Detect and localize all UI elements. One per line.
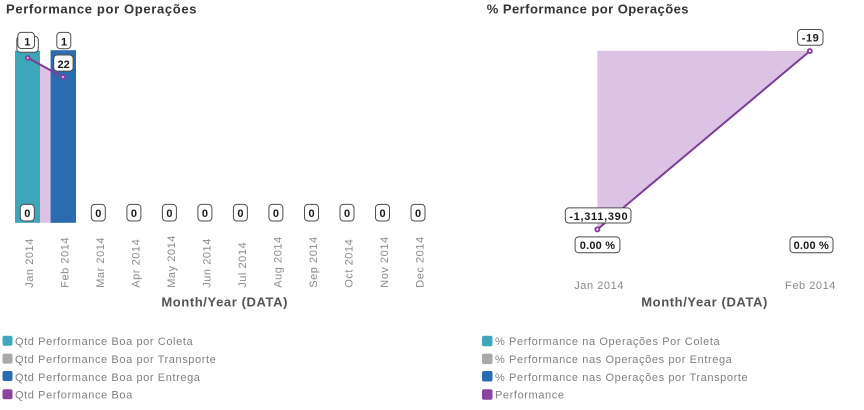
svg-text:% Performance na Operações Por: % Performance na Operações Por Coleta xyxy=(495,336,720,348)
svg-text:Jan 2014: Jan 2014 xyxy=(24,238,36,288)
svg-text:0: 0 xyxy=(344,208,350,220)
svg-text:% Performance por Operações: % Performance por Operações xyxy=(487,1,689,16)
svg-text:0: 0 xyxy=(24,208,30,220)
svg-text:Oct 2014: Oct 2014 xyxy=(344,239,356,288)
svg-text:1: 1 xyxy=(61,37,67,49)
svg-text:0: 0 xyxy=(166,208,172,220)
svg-text:Qtd Performance Boa por Entreg: Qtd Performance Boa por Entrega xyxy=(15,372,201,384)
svg-text:0: 0 xyxy=(202,208,208,220)
svg-text:% Performance nas Operações po: % Performance nas Operações por Entrega xyxy=(495,354,733,366)
svg-text:0: 0 xyxy=(237,208,243,220)
svg-text:22: 22 xyxy=(57,59,69,71)
svg-text:-19: -19 xyxy=(802,33,819,45)
svg-text:Dec 2014: Dec 2014 xyxy=(415,236,427,288)
svg-text:% Performance nas Operações po: % Performance nas Operações por Transpor… xyxy=(495,372,748,384)
svg-text:0: 0 xyxy=(415,208,421,220)
svg-text:Performance por Operações: Performance por Operações xyxy=(6,1,197,16)
svg-text:Performance: Performance xyxy=(495,390,565,402)
svg-text:0.00 %: 0.00 % xyxy=(794,240,829,252)
svg-text:0: 0 xyxy=(95,208,101,220)
svg-text:0: 0 xyxy=(308,208,314,220)
svg-text:Qtd Performance Boa por Coleta: Qtd Performance Boa por Coleta xyxy=(15,336,193,348)
svg-text:Jul 2014: Jul 2014 xyxy=(237,242,249,288)
svg-text:0: 0 xyxy=(379,208,385,220)
svg-text:Nov 2014: Nov 2014 xyxy=(379,236,391,288)
svg-text:0.00 %: 0.00 % xyxy=(580,240,615,252)
svg-text:Qtd Performance Boa: Qtd Performance Boa xyxy=(15,390,133,402)
svg-text:Aug 2014: Aug 2014 xyxy=(273,236,285,288)
svg-text:Apr 2014: Apr 2014 xyxy=(131,239,143,288)
svg-text:Qtd Performance Boa por Transp: Qtd Performance Boa por Transporte xyxy=(15,354,216,366)
svg-text:1: 1 xyxy=(24,37,30,49)
svg-text:Month/Year (DATA): Month/Year (DATA) xyxy=(641,295,768,310)
svg-text:Month/Year (DATA): Month/Year (DATA) xyxy=(161,295,288,310)
svg-text:Feb 2014: Feb 2014 xyxy=(785,280,836,292)
svg-text:May 2014: May 2014 xyxy=(166,235,178,288)
svg-text:0: 0 xyxy=(131,208,137,220)
svg-text:Jun 2014: Jun 2014 xyxy=(202,238,214,288)
svg-text:0: 0 xyxy=(273,208,279,220)
svg-text:-1,311,390: -1,311,390 xyxy=(569,211,628,223)
svg-text:Mar 2014: Mar 2014 xyxy=(95,237,107,288)
svg-text:Sep 2014: Sep 2014 xyxy=(308,236,320,288)
svg-text:Feb 2014: Feb 2014 xyxy=(59,237,71,288)
svg-text:Jan 2014: Jan 2014 xyxy=(574,280,624,292)
